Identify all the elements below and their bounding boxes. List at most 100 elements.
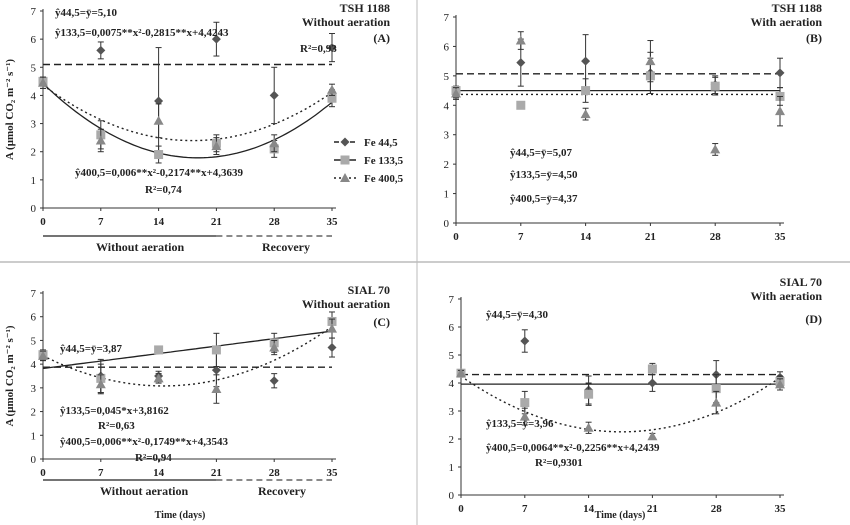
x-tick-label: 28 — [711, 503, 723, 515]
x-tick-label: 0 — [40, 216, 46, 228]
x-tick-label: 7 — [518, 231, 524, 243]
panel-label: (C) — [373, 315, 390, 329]
x-tick-label: 35 — [327, 467, 339, 479]
data-point — [520, 398, 530, 408]
data-point — [269, 342, 280, 352]
x-tick-label: 28 — [269, 216, 281, 228]
regression-annotation: ŷ400,5=0,006**x²-0,1749**x+4,3543 — [60, 436, 228, 448]
data-point — [645, 56, 656, 66]
regression-annotation: R²=0,93 — [300, 43, 337, 55]
y-tick-label: 6 — [31, 34, 37, 46]
y-tick-label: 2 — [444, 159, 450, 171]
regression-annotation: ŷ133,5=ȳ=4,50 — [510, 169, 578, 181]
y-tick-label: 4 — [31, 359, 37, 371]
x-tick-label: 21 — [645, 231, 656, 243]
panel-label: (B) — [806, 31, 822, 45]
data-point — [153, 373, 164, 383]
data-point — [775, 379, 785, 389]
phase-label-recovery: Recovery — [262, 240, 310, 254]
data-point — [327, 84, 337, 94]
x-tick-label: 14 — [580, 231, 592, 243]
panel-subtitle: With aeration — [751, 15, 823, 29]
regression-annotation: R²=0,9301 — [535, 457, 583, 469]
panel-d: 0 1 2 3 4 5 6 7 0 7 14 21 28 35 Time (days) SIAL 70With… — [449, 275, 823, 521]
y-tick-label: 7 — [444, 12, 450, 24]
x-tick-label: 35 — [775, 231, 787, 243]
data-point — [327, 323, 337, 333]
data-point — [583, 422, 594, 432]
regression-annotation: ŷ133,5=ȳ=3,96 — [486, 418, 554, 430]
x-tick-label: 0 — [458, 503, 464, 515]
legend: Fe 44,5 Fe 133,5 Fe 400,5 — [334, 137, 404, 185]
y-axis-label: A (μmol CO₂ m⁻² s⁻¹) — [4, 59, 16, 160]
data-point — [581, 86, 591, 96]
phase-label-recovery: Recovery — [258, 484, 306, 498]
data-point — [710, 144, 721, 154]
panel-title: SIAL 70 — [348, 283, 390, 297]
phase-label-without-aeration: Without aeration — [96, 240, 184, 254]
legend-label: Fe 133,5 — [364, 155, 404, 167]
x-tick-label: 28 — [269, 467, 281, 479]
data-point — [775, 106, 785, 116]
data-point — [211, 365, 221, 375]
series-fe-44-5 — [456, 329, 785, 405]
y-tick-label: 5 — [31, 62, 37, 74]
y-tick-label: 3 — [444, 130, 450, 142]
data-point — [153, 115, 164, 125]
data-point — [269, 90, 279, 100]
data-point — [711, 397, 722, 407]
x-tick-label: 21 — [211, 216, 222, 228]
series-fe-400-5 — [38, 318, 337, 404]
panel-subtitle: With aeration — [751, 289, 823, 303]
regression-annotation: R²=0,94 — [135, 452, 172, 464]
y-tick-label: 1 — [449, 462, 455, 474]
series-fe-133-5 — [38, 76, 337, 164]
data-point — [38, 77, 48, 87]
y-tick-label: 6 — [31, 312, 37, 324]
panel-label: (D) — [805, 312, 822, 326]
x-tick-label: 7 — [522, 503, 528, 515]
panel-a: 0 1 2 3 4 5 6 7 0 7 14 21 28 35 A (μmol CO₂ m⁻² s⁻¹) TS… — [4, 1, 404, 254]
y-tick-label: 6 — [449, 322, 455, 334]
y-tick-label: 5 — [31, 335, 37, 347]
regression-annotation: ŷ133,5=0,045*x+3,8162 — [60, 405, 169, 417]
data-point — [154, 345, 164, 355]
y-tick-label: 2 — [31, 407, 37, 419]
series-fe-400-5 — [38, 76, 337, 156]
fit-line-fe-400-5 — [42, 84, 333, 142]
data-point — [711, 384, 721, 394]
phase-label-without-aeration: Without aeration — [100, 484, 188, 498]
x-tick-label: 7 — [98, 467, 104, 479]
panel-subtitle: Without aeration — [302, 297, 390, 311]
regression-annotation: ŷ44,5=ȳ=5,07 — [510, 147, 573, 159]
series-fe-133-5 — [451, 57, 785, 110]
data-point — [584, 389, 594, 399]
data-point — [211, 345, 221, 355]
y-tick-label: 5 — [444, 71, 450, 83]
legend-marker — [340, 173, 350, 182]
y-tick-label: 6 — [444, 41, 450, 53]
series-fe-133-5 — [456, 362, 785, 415]
y-tick-label: 3 — [31, 383, 37, 395]
regression-annotation: ŷ133,5=0,0075**x²-0,2815**x+4,4243 — [55, 27, 229, 39]
fit-line-fe-133-5 — [42, 83, 333, 159]
x-tick-label: 35 — [775, 503, 787, 515]
data-point — [327, 93, 337, 103]
data-point — [451, 88, 461, 98]
data-point — [154, 150, 164, 160]
y-tick-label: 4 — [444, 100, 450, 112]
x-axis-label: Time (days) — [155, 510, 206, 521]
data-point — [520, 336, 530, 346]
x-tick-label: 14 — [153, 467, 165, 479]
regression-annotation: ŷ400,5=0,0064**x²-0,2256**x+4,2439 — [486, 442, 660, 454]
y-tick-label: 0 — [444, 218, 450, 230]
x-tick-label: 28 — [710, 231, 722, 243]
series-fe-400-5 — [456, 368, 785, 441]
series-fe-44-5 — [38, 21, 337, 156]
data-point — [154, 96, 164, 106]
regression-annotation: R²=0,74 — [145, 184, 182, 196]
y-tick-label: 2 — [449, 434, 455, 446]
y-tick-label: 3 — [449, 406, 455, 418]
regression-annotation: R²=0,63 — [98, 420, 135, 432]
